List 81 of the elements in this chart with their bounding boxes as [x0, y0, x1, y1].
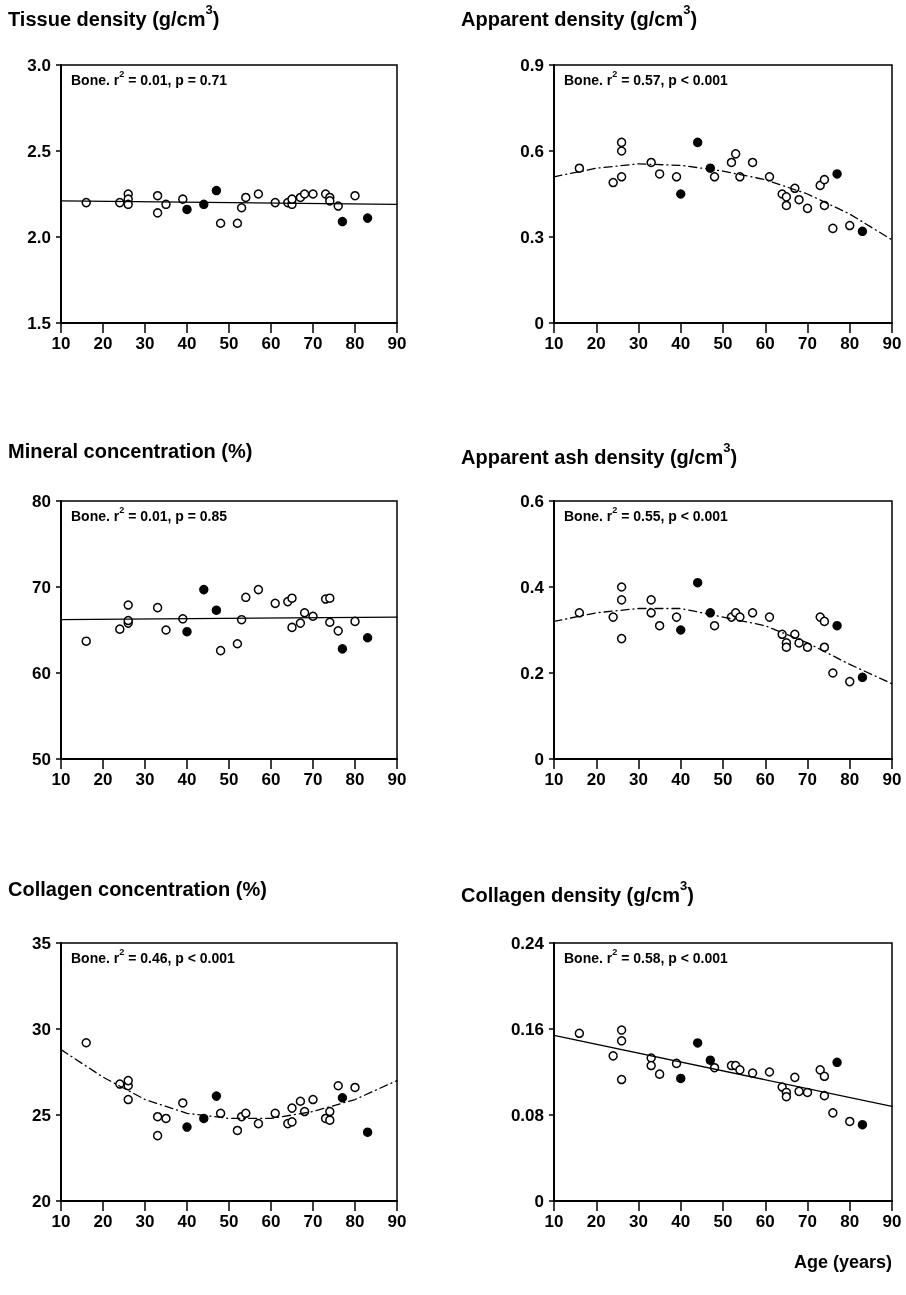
- x-tick-label: 80: [345, 334, 365, 353]
- x-tick-label: 70: [798, 334, 817, 353]
- x-tick-label: 90: [387, 1212, 407, 1231]
- x-tick-label: 30: [135, 770, 155, 789]
- x-tick-label: 80: [345, 1212, 365, 1231]
- x-tick-label: 90: [387, 770, 407, 789]
- y-tick-label: 0.08: [510, 1105, 544, 1125]
- x-tick-label: 40: [671, 770, 691, 789]
- x-tick-label: 10: [51, 334, 71, 353]
- x-tick-label: 30: [629, 334, 648, 353]
- x-tick-label: 90: [387, 334, 407, 353]
- x-tick-label: 50: [219, 1212, 239, 1231]
- y-tick-label: 50: [32, 749, 51, 769]
- chart-title: Collagen concentration (%): [8, 878, 267, 900]
- x-tick-label: 10: [51, 770, 71, 789]
- x-tick-label: 80: [840, 334, 860, 353]
- x-tick-label: 30: [135, 1212, 155, 1231]
- x-axis-title: Age (years): [793, 1252, 893, 1272]
- y-tick-label: 20: [32, 1191, 51, 1211]
- y-tick-label: 60: [32, 663, 51, 683]
- x-tick-label: 70: [303, 1212, 323, 1231]
- x-tick-label: 50: [219, 770, 239, 789]
- x-tick-label: 20: [586, 1212, 606, 1231]
- x-tick-label: 40: [177, 770, 197, 789]
- y-tick-label: 0.6: [520, 141, 544, 161]
- x-tick-label: 20: [586, 334, 606, 353]
- x-tick-label: 40: [671, 334, 691, 353]
- y-tick-label: 0.3: [520, 227, 544, 247]
- x-tick-label: 70: [303, 770, 323, 789]
- x-tick-label: 30: [629, 1212, 648, 1231]
- x-tick-label: 20: [93, 770, 113, 789]
- x-tick-label: 60: [261, 770, 281, 789]
- y-tick-label: 30: [32, 1019, 51, 1039]
- x-tick-label: 50: [713, 1212, 733, 1231]
- y-tick-label: 1.5: [27, 313, 51, 333]
- x-tick-label: 30: [135, 334, 155, 353]
- y-tick-label: 3.0: [27, 55, 51, 75]
- y-tick-label: 0: [534, 313, 544, 333]
- x-tick-label: 40: [671, 1212, 691, 1231]
- x-tick-label: 10: [544, 334, 564, 353]
- x-tick-label: 30: [629, 770, 648, 789]
- y-tick-label: 70: [32, 577, 51, 597]
- x-tick-label: 40: [177, 1212, 197, 1231]
- x-tick-label: 10: [51, 1212, 71, 1231]
- chart-title: Mineral concentration (%): [8, 440, 253, 462]
- x-tick-label: 60: [755, 334, 775, 353]
- x-tick-label: 40: [177, 334, 197, 353]
- x-tick-label: 60: [261, 334, 281, 353]
- x-tick-label: 70: [798, 1212, 817, 1231]
- x-tick-label: 60: [261, 1212, 281, 1231]
- x-tick-label: 50: [219, 334, 239, 353]
- x-tick-label: 20: [93, 334, 113, 353]
- y-tick-label: 2.0: [27, 227, 51, 247]
- y-tick-label: 0: [534, 749, 544, 769]
- y-tick-label: 0.6: [520, 491, 544, 511]
- x-tick-label: 70: [798, 770, 817, 789]
- x-tick-label: 90: [882, 770, 902, 789]
- y-tick-label: 0.16: [510, 1019, 544, 1039]
- y-tick-label: 0.2: [520, 663, 544, 683]
- x-tick-label: 90: [882, 1212, 902, 1231]
- x-tick-label: 10: [544, 1212, 564, 1231]
- y-tick-label: 0.4: [520, 577, 545, 597]
- x-tick-label: 70: [303, 334, 323, 353]
- x-tick-label: 10: [544, 770, 564, 789]
- y-tick-label: 25: [32, 1105, 51, 1125]
- y-tick-label: 0: [534, 1191, 544, 1211]
- y-tick-label: 80: [32, 491, 51, 511]
- x-tick-label: 20: [93, 1212, 113, 1231]
- x-tick-label: 20: [586, 770, 606, 789]
- x-tick-label: 50: [713, 334, 733, 353]
- y-tick-label: 35: [32, 933, 51, 953]
- x-tick-label: 80: [840, 1212, 860, 1231]
- y-tick-label: 0.24: [510, 933, 545, 953]
- x-tick-label: 80: [345, 770, 365, 789]
- x-tick-label: 60: [755, 770, 775, 789]
- y-tick-label: 2.5: [27, 141, 51, 161]
- y-tick-label: 0.9: [520, 55, 544, 75]
- x-tick-label: 80: [840, 770, 860, 789]
- x-tick-label: 90: [882, 334, 902, 353]
- x-tick-label: 50: [713, 770, 733, 789]
- x-tick-label: 60: [755, 1212, 775, 1231]
